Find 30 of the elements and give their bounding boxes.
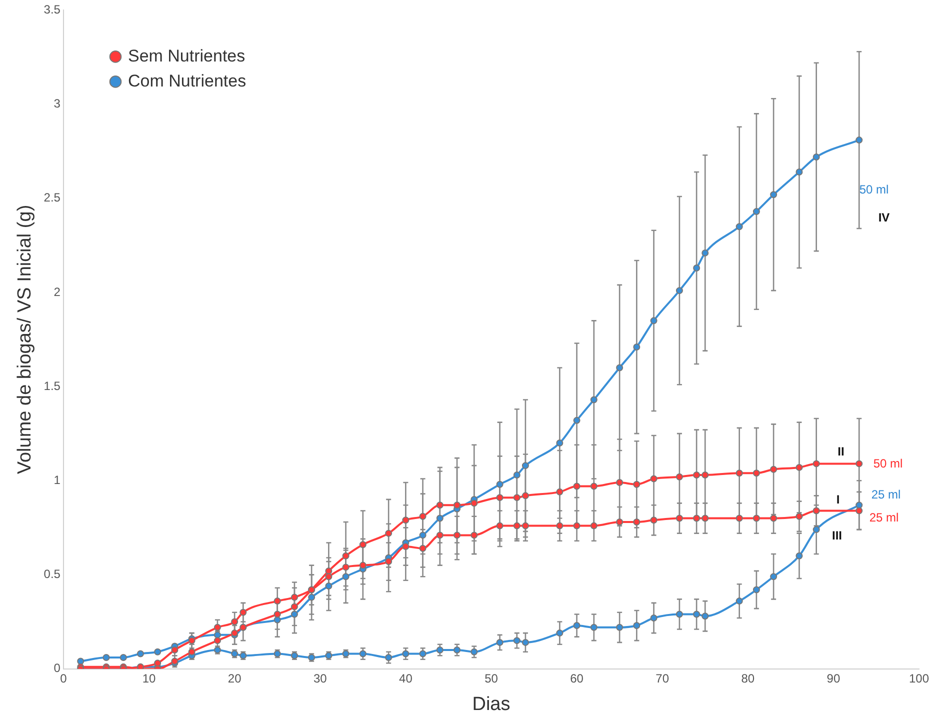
x-tick-label: 30 (313, 671, 328, 686)
x-tick-label: 10 (142, 671, 156, 686)
x-tick-label: 50 (484, 671, 498, 686)
y-tick-label: 0.5 (44, 567, 61, 582)
x-tick-label: 60 (570, 671, 584, 686)
x-tick-label: 90 (826, 671, 840, 686)
annotation: I (836, 492, 840, 506)
y-tick-label: 2 (54, 284, 61, 299)
x-tick-label: 70 (656, 671, 670, 686)
y-tick-label: 1.5 (44, 378, 61, 393)
x-tick-label: 100 (908, 671, 930, 686)
x-tick-label: 20 (228, 671, 242, 686)
x-axis-title: Dias (472, 694, 510, 715)
y-axis-title: Volume de biogas/ VS Inicial (g) (14, 204, 36, 474)
annotation: III (832, 528, 842, 542)
y-tick-label: 3.5 (44, 2, 61, 17)
annotation: IV (878, 210, 890, 224)
annotation: 50 ml (859, 182, 889, 196)
y-tick-label: 3 (54, 96, 61, 111)
y-tick-label: 2.5 (44, 190, 61, 205)
x-tick-label: 80 (741, 671, 755, 686)
y-tick-label: 0 (54, 661, 61, 676)
legend-label: Com Nutrientes (128, 71, 246, 90)
y-tick-label: 1 (54, 472, 61, 487)
annotation: 25 ml (871, 487, 901, 502)
annotation: 50 ml (873, 456, 903, 470)
annotation: II (838, 444, 844, 458)
x-tick-label: 40 (399, 671, 413, 686)
legend-label: Sem Nutrientes (128, 46, 246, 66)
annotation: 25 ml (869, 510, 899, 524)
